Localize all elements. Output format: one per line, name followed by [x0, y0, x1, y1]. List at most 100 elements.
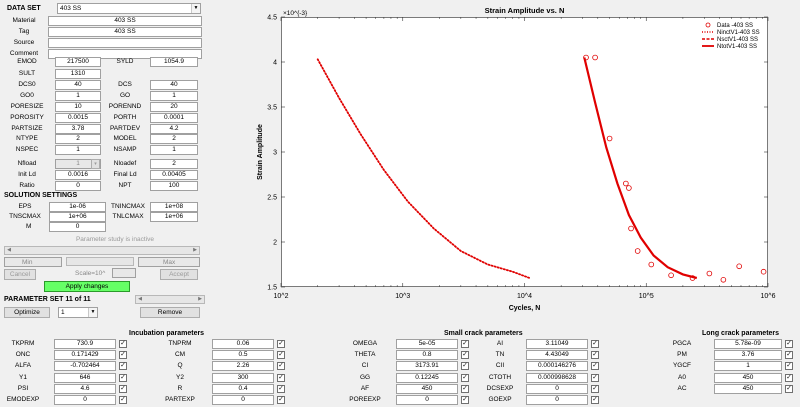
param-input-4-a[interactable]: 10	[55, 102, 101, 112]
incubation-checkbox-5-1[interactable]: ✓	[277, 396, 285, 404]
param-input-3-a[interactable]: 1	[55, 91, 101, 101]
small_crack-checkbox-2-1[interactable]: ✓	[591, 362, 599, 371]
param-input-2-a[interactable]: 40	[55, 80, 101, 90]
solution-input-1-b[interactable]: 1e+06	[150, 212, 198, 222]
small_crack-input-4-0[interactable]: 450	[396, 383, 458, 394]
incubation-input-0-1[interactable]: 0.06	[212, 339, 274, 349]
set-right-arrow-icon[interactable]: ▶	[198, 296, 202, 302]
material-input[interactable]: 403 SS	[48, 16, 202, 26]
incubation-input-3-1[interactable]: 300	[212, 372, 274, 383]
incubation-input-2-1[interactable]: 2.26	[212, 361, 274, 372]
set-left-arrow-icon[interactable]: ◀	[138, 296, 142, 302]
long_crack-input-4-0[interactable]: 450	[714, 383, 782, 394]
min-input[interactable]	[4, 257, 62, 267]
incubation-checkbox-5-0[interactable]: ✓	[119, 396, 127, 404]
small_crack-input-5-1[interactable]: 0	[526, 395, 588, 405]
param-input-10-a[interactable]: 0.0016	[55, 170, 101, 180]
small_crack-checkbox-5-1[interactable]: ✓	[591, 396, 599, 404]
incubation-input-2-0[interactable]: -0.702464	[54, 361, 116, 372]
param-input-4-b[interactable]: 20	[150, 102, 198, 112]
param-input-11-b[interactable]: 100	[150, 181, 198, 191]
scale-input[interactable]	[112, 268, 136, 278]
solution-input-0-b[interactable]: 1e+08	[150, 202, 198, 212]
small_crack-input-1-1[interactable]: 4.43049	[526, 350, 588, 361]
range-slider[interactable]	[66, 257, 134, 266]
dataset-select[interactable]: 403 SS ▼	[57, 3, 201, 14]
long_crack-input-3-0[interactable]: 450	[714, 372, 782, 383]
chevron-down-icon[interactable]: ▼	[191, 4, 200, 13]
param-input-11-a[interactable]: 0	[55, 181, 101, 191]
incubation-input-3-0[interactable]: 646	[54, 372, 116, 383]
incubation-checkbox-3-1[interactable]: ✓	[277, 373, 285, 382]
small_crack-checkbox-0-1[interactable]: ✓	[591, 340, 599, 348]
param-input-6-a[interactable]: 3.78	[55, 124, 101, 134]
long_crack-checkbox-3-0[interactable]: ✓	[785, 373, 793, 382]
long_crack-input-0-0[interactable]: 5.78e-09	[714, 339, 782, 349]
cancel-button[interactable]: Cancel	[4, 269, 36, 280]
tag-input[interactable]: 403 SS	[48, 27, 202, 37]
optimize-button[interactable]: Optimize	[4, 307, 50, 318]
incubation-input-1-0[interactable]: 0.171429	[54, 350, 116, 361]
small_crack-checkbox-4-0[interactable]: ✓	[461, 384, 469, 393]
param-input-3-b[interactable]: 1	[150, 91, 198, 101]
small_crack-input-2-1[interactable]: 0.000146276	[526, 361, 588, 372]
param-input-7-b[interactable]: 2	[150, 134, 198, 144]
small_crack-checkbox-3-0[interactable]: ✓	[461, 373, 469, 382]
small_crack-checkbox-2-0[interactable]: ✓	[461, 362, 469, 371]
long_crack-checkbox-2-0[interactable]: ✓	[785, 362, 793, 371]
param-input-9-a[interactable]: 1	[55, 159, 101, 169]
max-input[interactable]	[138, 257, 200, 267]
incubation-checkbox-1-1[interactable]: ✓	[277, 351, 285, 360]
incubation-input-4-1[interactable]: 0.4	[212, 383, 274, 394]
long_crack-input-2-0[interactable]: 1	[714, 361, 782, 372]
long_crack-input-1-0[interactable]: 3.76	[714, 350, 782, 361]
long_crack-checkbox-1-0[interactable]: ✓	[785, 351, 793, 360]
incubation-input-0-0[interactable]: 730.9	[54, 339, 116, 349]
incubation-checkbox-0-0[interactable]: ✓	[119, 340, 127, 348]
slider-right-arrow-icon[interactable]: ▶	[193, 247, 197, 253]
chevron-down-icon[interactable]: ▼	[88, 308, 97, 317]
small_crack-checkbox-5-0[interactable]: ✓	[461, 396, 469, 404]
small_crack-checkbox-4-1[interactable]: ✓	[591, 384, 599, 393]
parameter-set-slider[interactable]: ◀ ▶	[135, 295, 205, 304]
parameter-set-select[interactable]: 1 ▼	[58, 307, 98, 318]
incubation-checkbox-2-1[interactable]: ✓	[277, 362, 285, 371]
param-input-8-a[interactable]: 1	[55, 145, 101, 155]
param-input-8-b[interactable]: 1	[150, 145, 198, 155]
incubation-input-5-1[interactable]: 0	[212, 395, 274, 405]
small_crack-input-0-0[interactable]: 5e-05	[396, 339, 458, 349]
small_crack-checkbox-3-1[interactable]: ✓	[591, 373, 599, 382]
incubation-checkbox-4-0[interactable]: ✓	[119, 384, 127, 393]
small_crack-input-3-0[interactable]: 0.12245	[396, 372, 458, 383]
small_crack-input-4-1[interactable]: 0	[526, 383, 588, 394]
accept-button[interactable]: Accept	[160, 269, 198, 280]
incubation-checkbox-1-0[interactable]: ✓	[119, 351, 127, 360]
param-input-0-a[interactable]: 217500	[55, 57, 101, 67]
comment-input[interactable]	[48, 49, 202, 59]
param-input-1-a[interactable]: 1310	[55, 69, 101, 79]
solution-input-1-a[interactable]: 1e+06	[49, 212, 106, 222]
apply-changes-button[interactable]: Apply changes	[44, 281, 130, 292]
small_crack-input-1-0[interactable]: 0.8	[396, 350, 458, 361]
param-input-9-b[interactable]: 2	[150, 159, 198, 169]
param-input-6-b[interactable]: 4.2	[150, 124, 198, 134]
solution-input-0-a[interactable]: 1e-06	[49, 202, 106, 212]
incubation-input-5-0[interactable]: 0	[54, 395, 116, 405]
param-input-0-b[interactable]: 1054.9	[150, 57, 198, 67]
source-input[interactable]	[48, 38, 202, 48]
incubation-input-4-0[interactable]: 4.6	[54, 383, 116, 394]
incubation-checkbox-3-0[interactable]: ✓	[119, 373, 127, 382]
param-input-5-a[interactable]: 0.0015	[55, 113, 101, 123]
param-input-5-b[interactable]: 0.0001	[150, 113, 198, 123]
param-input-10-b[interactable]: 0.00405	[150, 170, 198, 180]
remove-button[interactable]: Remove	[140, 307, 200, 318]
incubation-checkbox-4-1[interactable]: ✓	[277, 384, 285, 393]
slider-left-arrow-icon[interactable]: ◀	[7, 247, 11, 253]
small_crack-input-2-0[interactable]: 3173.91	[396, 361, 458, 372]
small_crack-checkbox-0-0[interactable]: ✓	[461, 340, 469, 348]
m-input[interactable]: 0	[49, 222, 106, 232]
param-input-2-b[interactable]: 40	[150, 80, 198, 90]
incubation-input-1-1[interactable]: 0.5	[212, 350, 274, 361]
parameter-study-slider[interactable]: ◀ ▶	[4, 246, 200, 255]
incubation-checkbox-2-0[interactable]: ✓	[119, 362, 127, 371]
